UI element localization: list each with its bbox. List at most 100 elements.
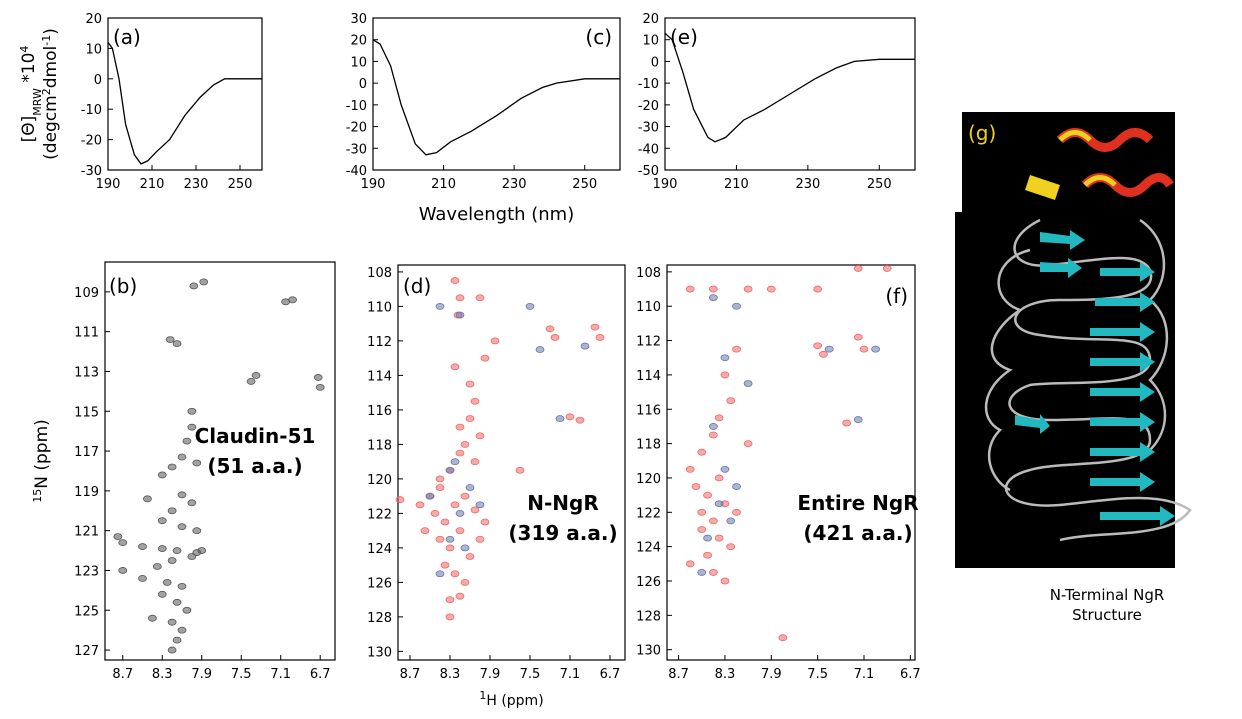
y-tick-label: 123 <box>74 564 99 579</box>
peak <box>172 340 182 347</box>
peak <box>440 518 450 526</box>
peak <box>824 345 834 353</box>
peak <box>430 509 440 517</box>
peak <box>455 527 465 535</box>
annotation: (51 a.a.) <box>207 454 302 478</box>
peak <box>118 567 128 574</box>
peak <box>732 508 741 516</box>
peak <box>177 453 187 461</box>
peak <box>143 495 152 503</box>
peak <box>172 598 182 606</box>
peak <box>697 526 707 533</box>
plot-frame <box>664 17 916 171</box>
caption: N-Terminal NgR <box>1050 586 1165 604</box>
peak <box>743 380 753 387</box>
peak <box>475 294 485 302</box>
peak <box>871 345 880 353</box>
peak <box>435 570 445 578</box>
peak <box>455 294 465 302</box>
peak <box>288 296 297 304</box>
y-tick-label: 120 <box>636 472 661 487</box>
x-tick-label: 7.5 <box>807 667 828 682</box>
peak <box>167 507 177 515</box>
panel: 190 210 230 250 -30 -20 -10 0 10 20 (a) [Θ]MRW *104… <box>18 12 263 192</box>
peak <box>691 483 701 490</box>
peak <box>882 265 892 272</box>
y-tick-label: -10 <box>638 77 659 92</box>
peak <box>435 484 445 491</box>
x-tick-label: 6.7 <box>900 667 921 682</box>
panel-label: (a) <box>113 25 141 49</box>
label-part: [Θ] <box>19 116 39 143</box>
y-tick-label: 117 <box>74 445 99 460</box>
y-tick-label: 20 <box>642 12 659 27</box>
peak <box>475 432 485 440</box>
label-part: (degcm <box>41 95 61 160</box>
peak <box>246 377 256 385</box>
y-axis-label: [Θ]MRW *104 <box>18 46 44 143</box>
label-part: dmol <box>41 46 61 88</box>
x-axis-label: Wavelength (nm) <box>419 204 575 225</box>
x-tick-label: 190 <box>361 177 386 192</box>
peak <box>460 544 470 552</box>
y-tick-label: 115 <box>74 405 99 420</box>
peak <box>138 575 147 582</box>
peak <box>697 448 707 456</box>
x-tick-label: 250 <box>572 177 597 192</box>
peak <box>778 634 788 642</box>
plot-frame <box>666 264 916 661</box>
annotation: (421 a.a.) <box>803 521 912 545</box>
y-tick-label: -30 <box>638 121 659 136</box>
peak <box>177 523 187 531</box>
peak <box>152 563 162 570</box>
panel: 8.7 8.3 7.9 7.5 7.1 6.7 108 110 112 114 116 118 120 1… <box>636 264 921 682</box>
helices <box>1025 128 1174 200</box>
structure-bg <box>955 212 965 568</box>
peak <box>455 423 465 431</box>
y-tick-label: 114 <box>367 369 392 384</box>
peak <box>732 345 741 353</box>
y-tick-label: 0 <box>651 55 659 70</box>
peak <box>732 483 741 490</box>
peak <box>445 544 455 552</box>
peak <box>550 334 560 341</box>
y-tick-label: -30 <box>81 164 102 179</box>
x-tick-label: 210 <box>431 177 456 192</box>
peak <box>165 336 175 344</box>
y-tick-label: 20 <box>85 12 102 27</box>
peak <box>445 613 455 621</box>
peak <box>732 302 741 310</box>
y-tick-label: 112 <box>636 335 661 350</box>
y-tick-label: 0 <box>359 77 367 92</box>
peak <box>450 570 460 578</box>
peak <box>685 285 695 293</box>
y-tick-label: 122 <box>636 506 661 521</box>
peak <box>535 346 545 353</box>
peak <box>465 415 475 422</box>
peak <box>192 549 202 556</box>
backbone <box>984 218 1192 542</box>
x-tick-label: 8.3 <box>715 667 736 682</box>
panel-label: (c) <box>585 25 612 49</box>
y-tick-label: 10 <box>85 42 102 57</box>
peak <box>138 543 147 550</box>
x-tick-label: 8.7 <box>668 667 689 682</box>
peak <box>708 285 718 293</box>
caption: Structure <box>1072 606 1142 624</box>
peak <box>455 449 465 457</box>
peak <box>714 474 724 482</box>
peak <box>708 517 718 525</box>
y-tick-label: 112 <box>367 335 392 350</box>
peak <box>555 415 565 422</box>
peak <box>157 590 167 598</box>
y-tick-label: 122 <box>367 507 392 522</box>
peak <box>113 533 123 541</box>
peak <box>720 465 730 473</box>
peak <box>435 475 445 483</box>
peak <box>708 569 718 576</box>
y-tick-label: 20 <box>350 34 367 49</box>
x-tick-label: 8.3 <box>440 667 461 682</box>
y-tick-label: -40 <box>346 164 367 179</box>
x-tick-label: 250 <box>228 177 253 192</box>
peak <box>172 636 182 644</box>
